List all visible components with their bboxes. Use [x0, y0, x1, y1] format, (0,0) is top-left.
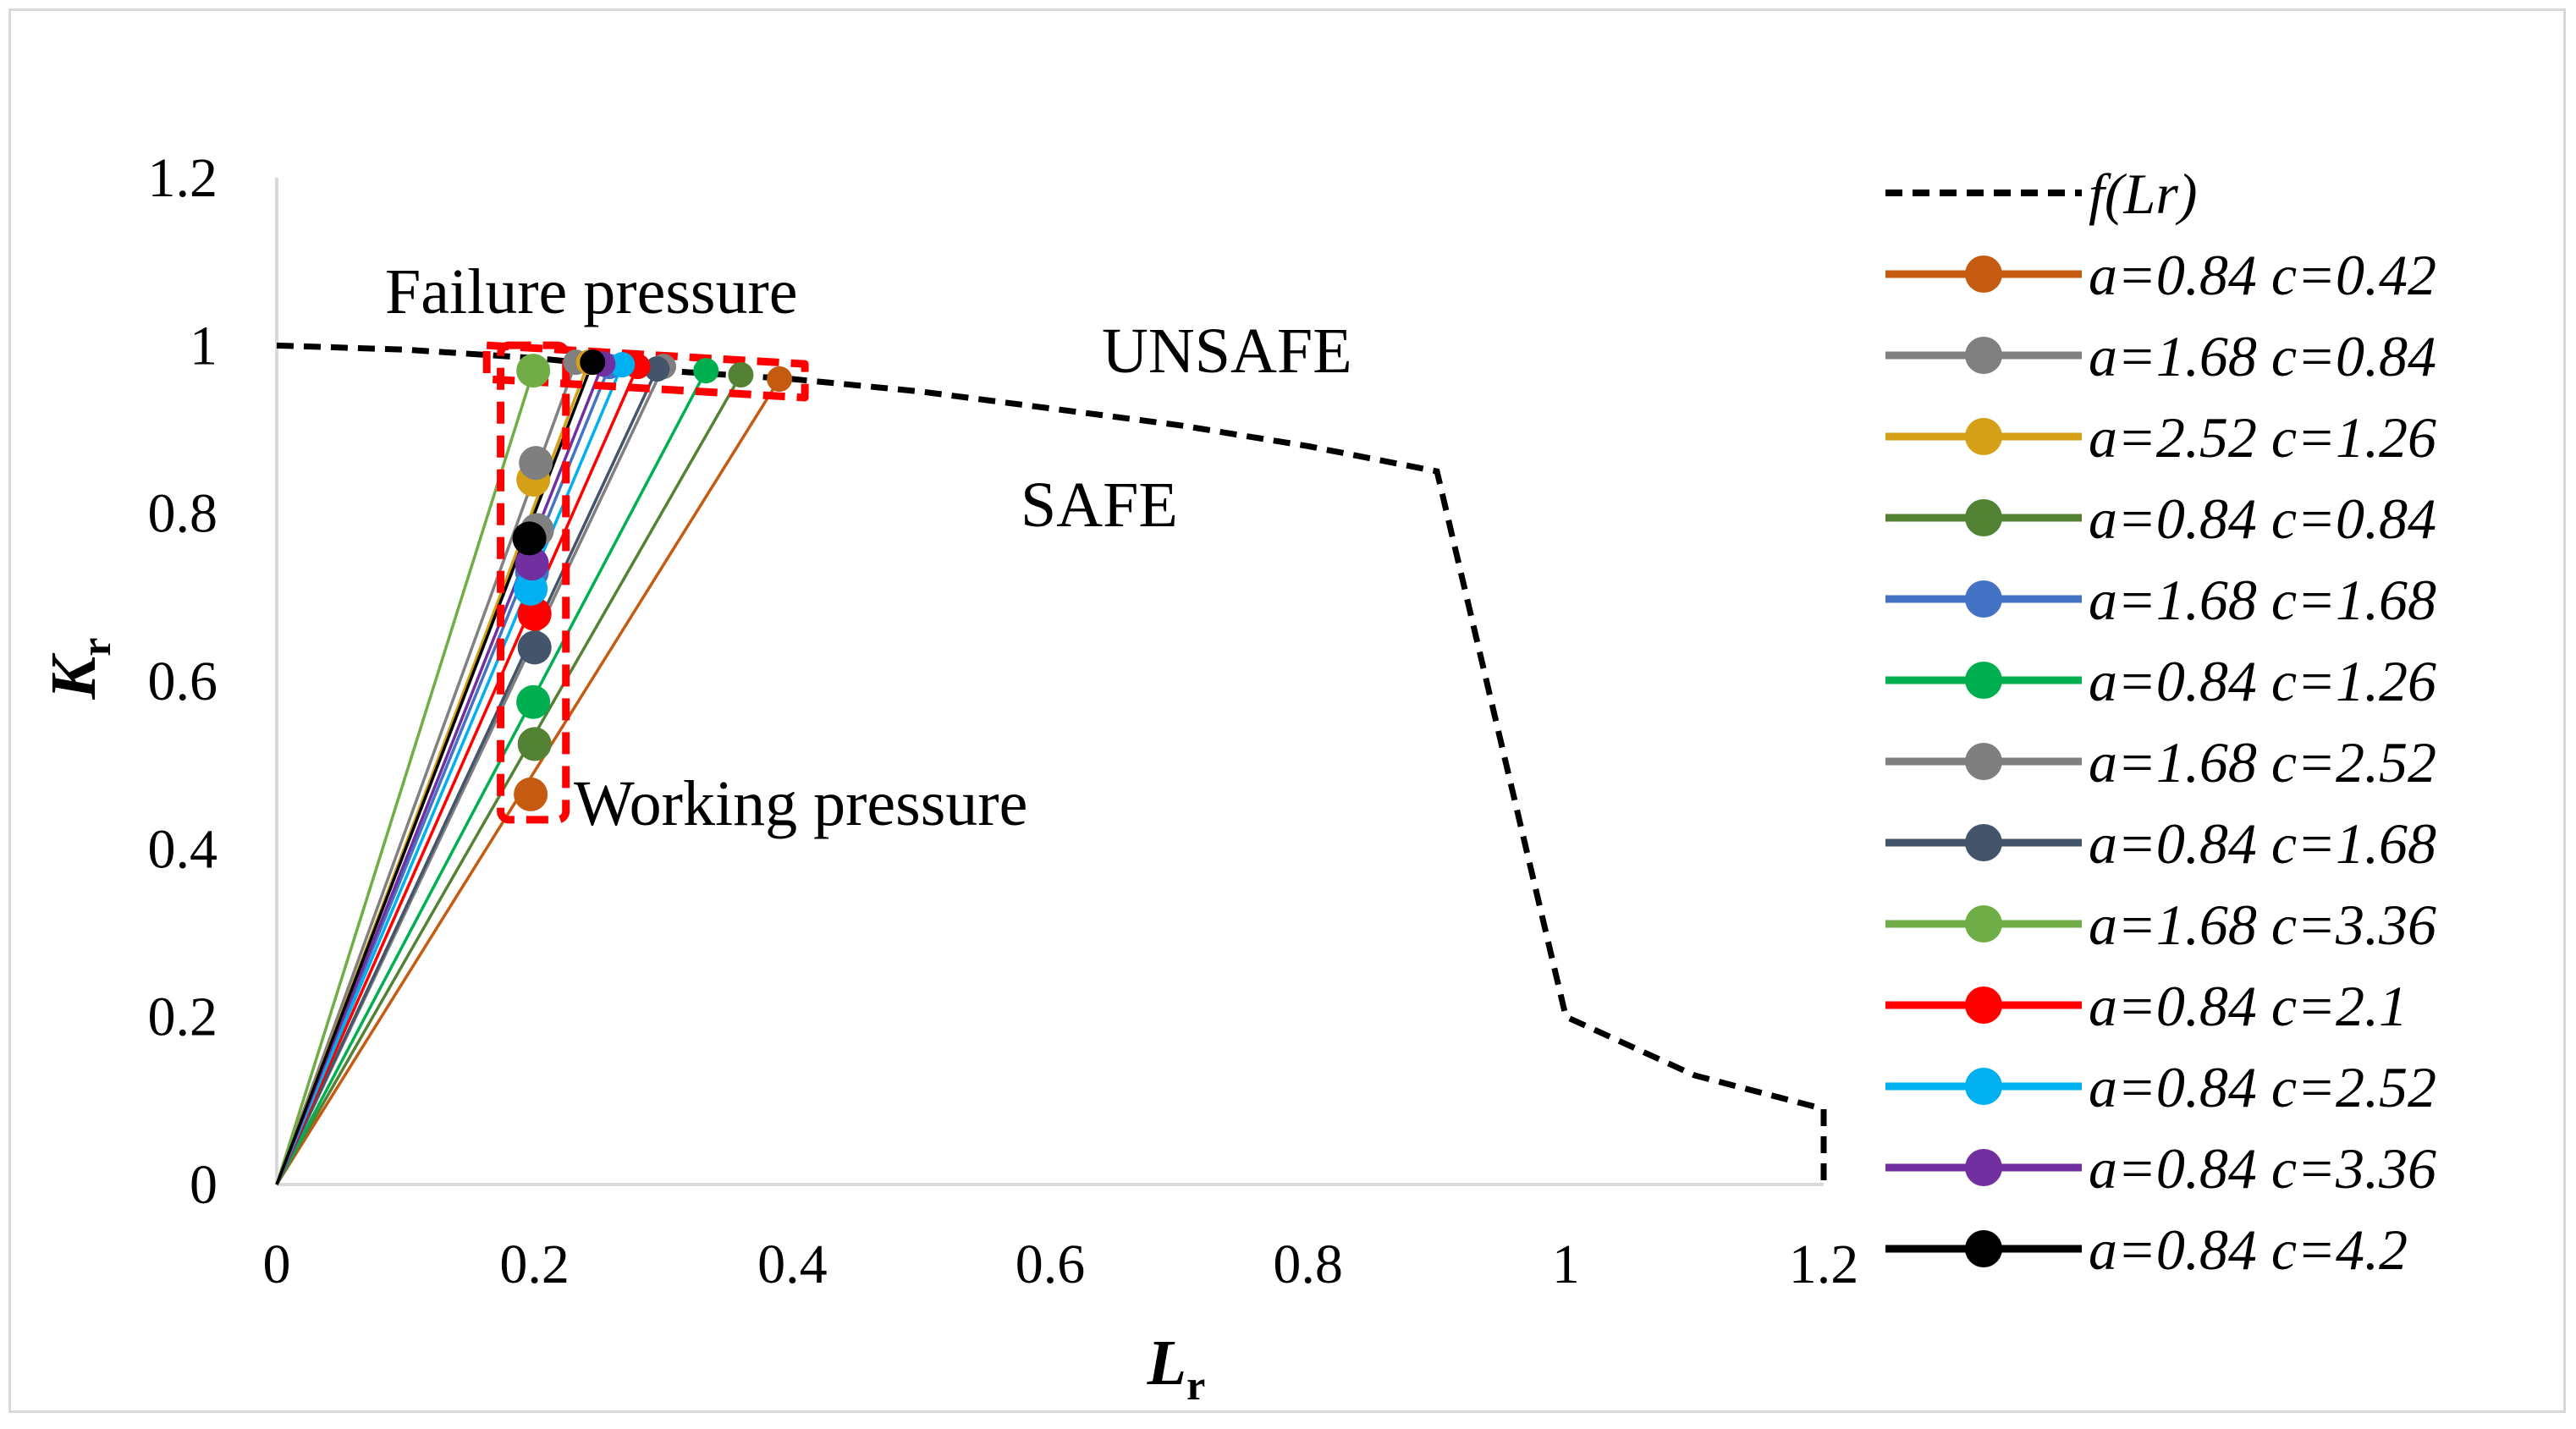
- legend-swatch-marker: [1965, 824, 2002, 861]
- legend-label: a=1.68 c=1.68: [2089, 568, 2436, 632]
- x-tick-label: 1: [1552, 1234, 1580, 1295]
- working-point-marker: [517, 596, 552, 631]
- failure-point-marker: [693, 358, 719, 384]
- y-tick-label: 0.2: [148, 987, 218, 1048]
- failure-point-marker: [580, 349, 606, 376]
- working-pressure-label: Working pressure: [574, 768, 1027, 839]
- working-point-marker: [515, 547, 549, 581]
- y-axis-title-main: K: [38, 652, 109, 700]
- failure-curve-line: [276, 342, 1827, 1184]
- legend-swatch-marker: [1965, 580, 2002, 618]
- legend-label: a=1.68 c=0.84: [2089, 324, 2436, 388]
- series-line: [275, 361, 578, 1185]
- y-tick-label: 0.8: [148, 483, 218, 545]
- legend: f(Lr) a=0.84 c=0.42 a=1.68 c=0.84 a=2.52 c=…: [1885, 162, 2436, 1282]
- chart-frame: [8, 8, 2566, 1413]
- y-tick-label: 1: [190, 315, 217, 376]
- legend-label: a=0.84 c=1.26: [2089, 649, 2436, 713]
- legend-swatch-marker: [1965, 743, 2002, 780]
- failure-point-marker: [644, 356, 670, 382]
- series-line: [275, 374, 742, 1185]
- legend-label: a=0.84 c=2.52: [2089, 1055, 2436, 1119]
- legend-label: a=0.84 c=0.42: [2089, 243, 2436, 307]
- series-line: [275, 363, 605, 1185]
- legend-label: a=2.52 c=1.26: [2089, 405, 2436, 470]
- legend-swatch-marker: [1965, 1230, 2002, 1267]
- legend-swatch-marker: [1965, 499, 2002, 536]
- failure-point-marker: [728, 362, 754, 388]
- x-axis-title: Lr: [1147, 1327, 1206, 1409]
- series-line: [275, 361, 594, 1185]
- series-line: [275, 364, 624, 1185]
- markers-group: [512, 349, 793, 811]
- y-tick-label: 0: [190, 1154, 217, 1216]
- working-point-marker: [512, 521, 547, 556]
- x-tick-label: 1.2: [1789, 1234, 1859, 1295]
- x-tick-label: 0: [263, 1234, 291, 1295]
- unsafe-region-label: UNSAFE: [1102, 316, 1352, 387]
- x-tick-label: 0.2: [499, 1234, 570, 1295]
- failure-point-marker: [767, 366, 793, 392]
- working-point-marker: [516, 684, 551, 719]
- failure-point-marker: [609, 352, 636, 378]
- y-tick-label: 1.2: [148, 147, 218, 209]
- legend-swatch-marker: [1965, 905, 2002, 943]
- legend-swatch-marker: [1965, 418, 2002, 455]
- legend-label: a=0.84 c=0.84: [2089, 486, 2436, 551]
- legend-label: a=0.84 c=1.68: [2089, 811, 2436, 876]
- legend-label: a=1.68 c=3.36: [2089, 893, 2436, 957]
- failure-pressure-label: Failure pressure: [385, 256, 798, 327]
- failure-curve-group: [276, 342, 1827, 1184]
- legend-label: a=0.84 c=2.1: [2089, 974, 2408, 1038]
- x-tick-label: 0.8: [1273, 1234, 1343, 1295]
- y-tick-label: 0.6: [148, 651, 218, 712]
- working-point-marker: [519, 446, 553, 481]
- y-tick-label: 0.4: [148, 818, 218, 880]
- working-point-marker: [514, 777, 548, 811]
- legend-swatch-marker: [1965, 987, 2002, 1024]
- legend-label: a=1.68 c=2.52: [2089, 730, 2436, 794]
- legend-label-failure-curve: f(Lr): [2089, 162, 2197, 226]
- x-axis-title-main: L: [1147, 1327, 1186, 1399]
- y-axis-title-sub: r: [72, 638, 119, 657]
- series-line: [275, 370, 707, 1185]
- series-line: [275, 368, 658, 1185]
- series-line: [275, 365, 640, 1185]
- working-point-marker: [517, 727, 552, 761]
- legend-swatch-marker: [1965, 1149, 2002, 1186]
- highlight-boxes-group: [482, 341, 809, 824]
- series-line: [275, 370, 535, 1185]
- x-axis-title-sub: r: [1186, 1361, 1205, 1409]
- failure-point-marker: [520, 358, 547, 384]
- legend-label: a=0.84 c=3.36: [2089, 1136, 2436, 1201]
- legend-swatch-marker: [1965, 337, 2002, 374]
- working-point-marker: [514, 571, 548, 606]
- legend-swatch-marker: [1965, 1068, 2002, 1105]
- x-tick-label: 0.4: [757, 1234, 828, 1295]
- legend-label: a=0.84 c=4.2: [2089, 1217, 2408, 1282]
- legend-swatch-marker: [1965, 662, 2002, 699]
- x-tick-label: 0.6: [1016, 1234, 1086, 1295]
- legend-swatch-marker: [1965, 256, 2002, 293]
- axes-group: [275, 178, 1824, 1186]
- failure-pressure-box: [482, 341, 809, 402]
- working-pressure-box: [497, 341, 570, 824]
- working-point-marker: [517, 630, 552, 665]
- ticks-group: 0 0.2 0.4 0.6 0.8 1 1.2 0 0.2 0.4 0.6 0.8 1 1.2: [148, 147, 1859, 1295]
- safe-region-label: SAFE: [1021, 470, 1178, 541]
- y-axis-title: Kr: [38, 638, 119, 701]
